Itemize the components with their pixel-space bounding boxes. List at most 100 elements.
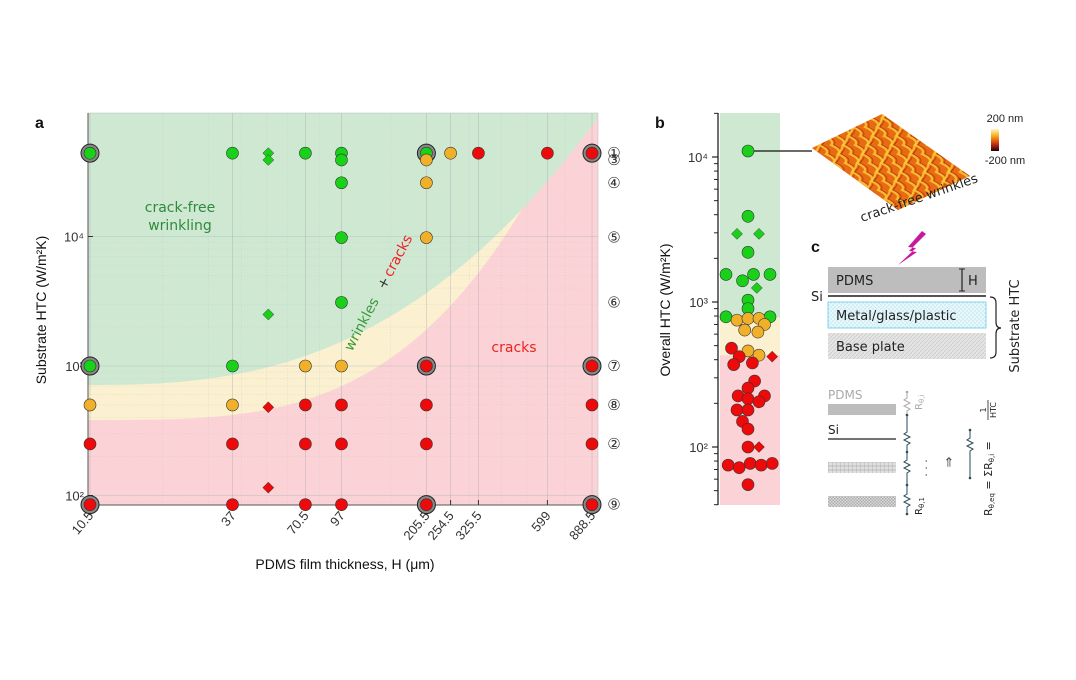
circle-point <box>299 437 312 451</box>
circle-point-b <box>751 325 765 339</box>
node-2 <box>905 450 909 454</box>
circle-point <box>299 359 312 373</box>
circle-point-b <box>741 392 755 406</box>
equation: Rθ,eq = ΣRθ,i = <box>982 441 996 516</box>
y-tick-label-a: 10³ <box>65 359 84 374</box>
layer-base-label: Base plate <box>836 340 905 355</box>
row-label: ⑤ <box>607 229 620 247</box>
circuit-pdms-layer <box>828 404 896 415</box>
thickness-label: H <box>968 274 978 289</box>
panel-b-label: b <box>655 115 665 132</box>
circle-point-b <box>763 268 777 281</box>
circle-point <box>226 437 239 451</box>
circle-point <box>83 437 97 451</box>
colorbar-max: 200 nm <box>987 113 1024 125</box>
axes-b-ticks: 10² 10³ 10⁴ <box>688 112 718 506</box>
diamond-point-b <box>753 228 765 240</box>
circle-point-b <box>765 457 779 470</box>
circle-point <box>335 231 348 244</box>
diamond-point-b <box>753 441 765 453</box>
circle-point <box>83 498 97 511</box>
circle-point <box>335 498 348 511</box>
row-label: ⑧ <box>607 396 620 414</box>
circle-point <box>299 398 312 412</box>
fraction-denominator: HTC <box>989 402 998 418</box>
diamond-point <box>262 308 275 321</box>
circle-point <box>83 398 97 412</box>
circle-point <box>585 146 599 160</box>
layer-metal-label: Metal/glass/plastic <box>836 309 957 324</box>
circle-point <box>335 176 348 190</box>
circle-point <box>83 146 97 160</box>
circle-point <box>585 398 599 412</box>
circle-point <box>226 359 239 373</box>
circle-point-b <box>730 313 744 327</box>
afm-inset: 200 nm -200 nm crack-free wrinkles <box>812 113 1025 226</box>
circle-point <box>226 398 239 412</box>
diamond-point <box>262 481 275 494</box>
circle-point <box>335 359 348 373</box>
r-theta-1-label: Rθ,1 <box>914 497 926 515</box>
eq-r-sub: θ,eq <box>988 493 996 508</box>
row-label: ① <box>607 144 620 162</box>
label-cracks: cracks <box>491 340 536 356</box>
circle-point-b <box>743 457 757 470</box>
eq-sum-sub: θ,i <box>988 454 996 463</box>
row-label: ④ <box>607 174 620 192</box>
circle-point-b <box>741 403 755 417</box>
row-label: ③ <box>607 151 620 169</box>
circuit-si-label: Si <box>828 423 839 437</box>
circle-point-b <box>741 422 755 436</box>
r-top: R <box>914 403 925 410</box>
panel-c: c PDMS H Si Metal/glass/plastic Base pla… <box>811 231 1023 516</box>
circle-point-b <box>732 461 746 474</box>
x-tick-label-a: 325.5 <box>452 508 484 543</box>
label-crack-free-2: wrinkling <box>148 218 212 234</box>
circle-point-b <box>721 458 735 472</box>
circle-point-b <box>741 312 755 325</box>
circle-point <box>226 146 239 160</box>
circle-point-b <box>752 395 766 409</box>
points-a <box>80 143 602 515</box>
row-labels-a: ①③ ④ ⑤ ⑥ ⑦ ⑧ ② ⑨ <box>607 144 620 513</box>
circle-point <box>420 153 433 167</box>
circle-point <box>335 437 348 451</box>
circle-point-b <box>741 209 755 223</box>
circle-point-b <box>736 274 749 288</box>
resistor-pdms <box>902 392 912 415</box>
circle-point <box>335 398 348 412</box>
panel-a-label: a <box>35 115 44 132</box>
circle-point <box>83 359 97 373</box>
equivalent-arrow: ⇒ <box>942 456 957 467</box>
resistor-metal <box>902 452 912 485</box>
y-axis-title-a: Substrate HTC (W/m²K) <box>33 236 49 385</box>
panel-b: b 10² 10³ 10⁴ Overall HTC (W/m²K) <box>655 112 812 506</box>
diamond-point-b <box>766 350 779 363</box>
circuit-ellipsis: · · · <box>920 459 933 476</box>
lightning-icon <box>898 231 926 265</box>
layer-pdms <box>828 267 986 293</box>
r-bottom: R <box>914 508 925 515</box>
eq-equals: = <box>982 441 995 454</box>
circle-point <box>420 498 433 511</box>
y-axis-title-b: Overall HTC (W/m²K) <box>657 244 673 377</box>
circle-point <box>420 437 433 451</box>
node-bottom <box>905 512 909 516</box>
circle-point-b <box>727 358 741 371</box>
node-top <box>905 390 909 394</box>
row-label: ⑨ <box>607 496 620 514</box>
circle-point-b <box>741 246 755 259</box>
r-bottom-sub: θ,1 <box>918 497 926 508</box>
circle-point-b <box>730 403 744 417</box>
circle-point <box>420 231 433 244</box>
si-label: Si <box>811 290 823 305</box>
circle-point <box>585 359 599 373</box>
circle-point <box>226 498 239 511</box>
circle-point-b <box>741 440 755 454</box>
y-tick-label-b: 10² <box>689 440 708 455</box>
layer-base-plate <box>828 333 986 359</box>
resistor-chain <box>902 390 912 516</box>
row-label: ② <box>607 435 620 453</box>
y-tick-label-a: 10² <box>65 489 84 504</box>
circle-point <box>335 296 348 309</box>
